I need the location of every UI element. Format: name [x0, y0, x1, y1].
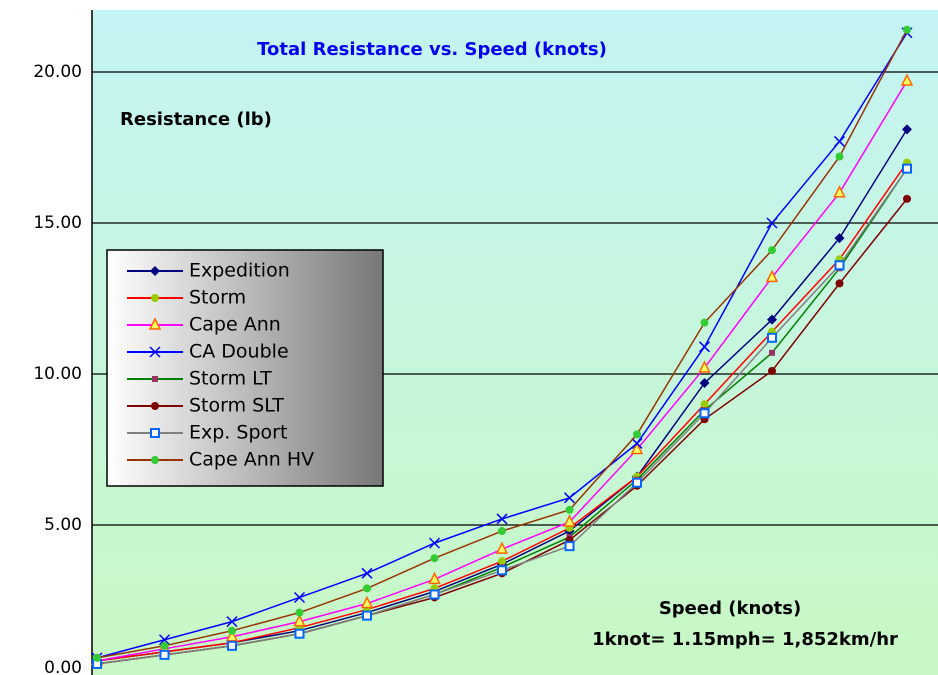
legend-label: Storm	[189, 287, 246, 309]
legend-marker	[151, 456, 159, 464]
marker	[630, 441, 644, 455]
marker	[293, 591, 306, 604]
marker	[834, 233, 845, 244]
marker	[633, 430, 641, 439]
y-axis-label: Resistance (lb)	[120, 109, 272, 130]
marker	[498, 557, 506, 566]
legend-marker	[148, 317, 162, 330]
marker	[295, 608, 304, 617]
legend-marker	[150, 266, 160, 276]
marker	[902, 124, 912, 135]
marker	[833, 185, 846, 198]
marker	[360, 595, 374, 609]
x-axis-label: Speed (knots)	[659, 598, 801, 619]
marker	[766, 217, 778, 229]
y-tick-label: 20.00	[33, 62, 82, 82]
marker	[227, 640, 237, 651]
y-tick-label: 10.00	[33, 364, 82, 384]
marker	[159, 649, 170, 660]
marker	[835, 279, 844, 288]
marker	[428, 537, 441, 549]
marker	[158, 634, 171, 646]
marker	[361, 567, 373, 579]
legend-marker	[150, 428, 160, 438]
marker	[564, 541, 575, 552]
marker	[293, 613, 306, 627]
marker	[700, 318, 709, 327]
marker	[160, 641, 169, 650]
marker	[429, 589, 440, 600]
marker	[495, 541, 509, 554]
marker	[833, 135, 846, 147]
marker	[225, 629, 239, 642]
marker	[93, 653, 101, 662]
marker	[767, 314, 777, 325]
legend-label: Storm LT	[189, 368, 272, 390]
legend-label: Exp. Sport	[189, 422, 287, 444]
marker	[902, 163, 912, 174]
marker	[768, 246, 776, 255]
marker	[498, 527, 506, 536]
y-tick-label: 15.00	[33, 213, 82, 233]
legend-box	[106, 249, 384, 487]
marker	[496, 513, 508, 525]
marker	[835, 152, 844, 161]
marker	[903, 25, 911, 34]
marker	[903, 194, 911, 203]
marker	[294, 628, 305, 639]
marker	[768, 366, 776, 375]
marker	[631, 437, 643, 449]
marker	[632, 477, 642, 488]
marker	[769, 349, 775, 356]
y-tick-label: 0.00	[44, 658, 82, 675]
series	[92, 163, 912, 669]
marker	[563, 492, 576, 504]
series	[91, 27, 913, 664]
legend-marker	[151, 294, 159, 302]
marker	[698, 341, 711, 353]
legend-label: Expedition	[189, 260, 290, 282]
marker	[430, 554, 439, 563]
marker	[363, 584, 371, 593]
legend-marker	[151, 402, 159, 410]
chart-title: Total Resistance vs. Speed (knots)	[257, 39, 607, 60]
marker	[226, 616, 238, 628]
marker	[565, 505, 574, 514]
marker	[900, 73, 914, 86]
marker	[428, 571, 441, 585]
legend-marker	[152, 376, 158, 382]
legend-label: CA Double	[189, 341, 289, 363]
marker	[700, 400, 709, 409]
legend-label: Cape Ann HV	[189, 449, 314, 471]
marker	[362, 610, 372, 621]
y-tick-label: 5.00	[44, 515, 82, 535]
legend-marker	[149, 346, 161, 358]
marker	[563, 514, 576, 527]
marker	[767, 332, 777, 343]
marker	[228, 626, 236, 635]
marker	[698, 360, 711, 373]
marker	[834, 260, 845, 271]
marker	[497, 565, 507, 576]
marker	[765, 269, 779, 283]
marker	[699, 378, 710, 389]
legend-label: Storm SLT	[189, 395, 284, 417]
series	[90, 73, 914, 666]
marker	[699, 408, 710, 419]
annotation: 1knot= 1.15mph= 1,852km/hr	[592, 629, 898, 650]
legend-label: Cape Ann	[189, 314, 281, 336]
series	[93, 25, 911, 662]
